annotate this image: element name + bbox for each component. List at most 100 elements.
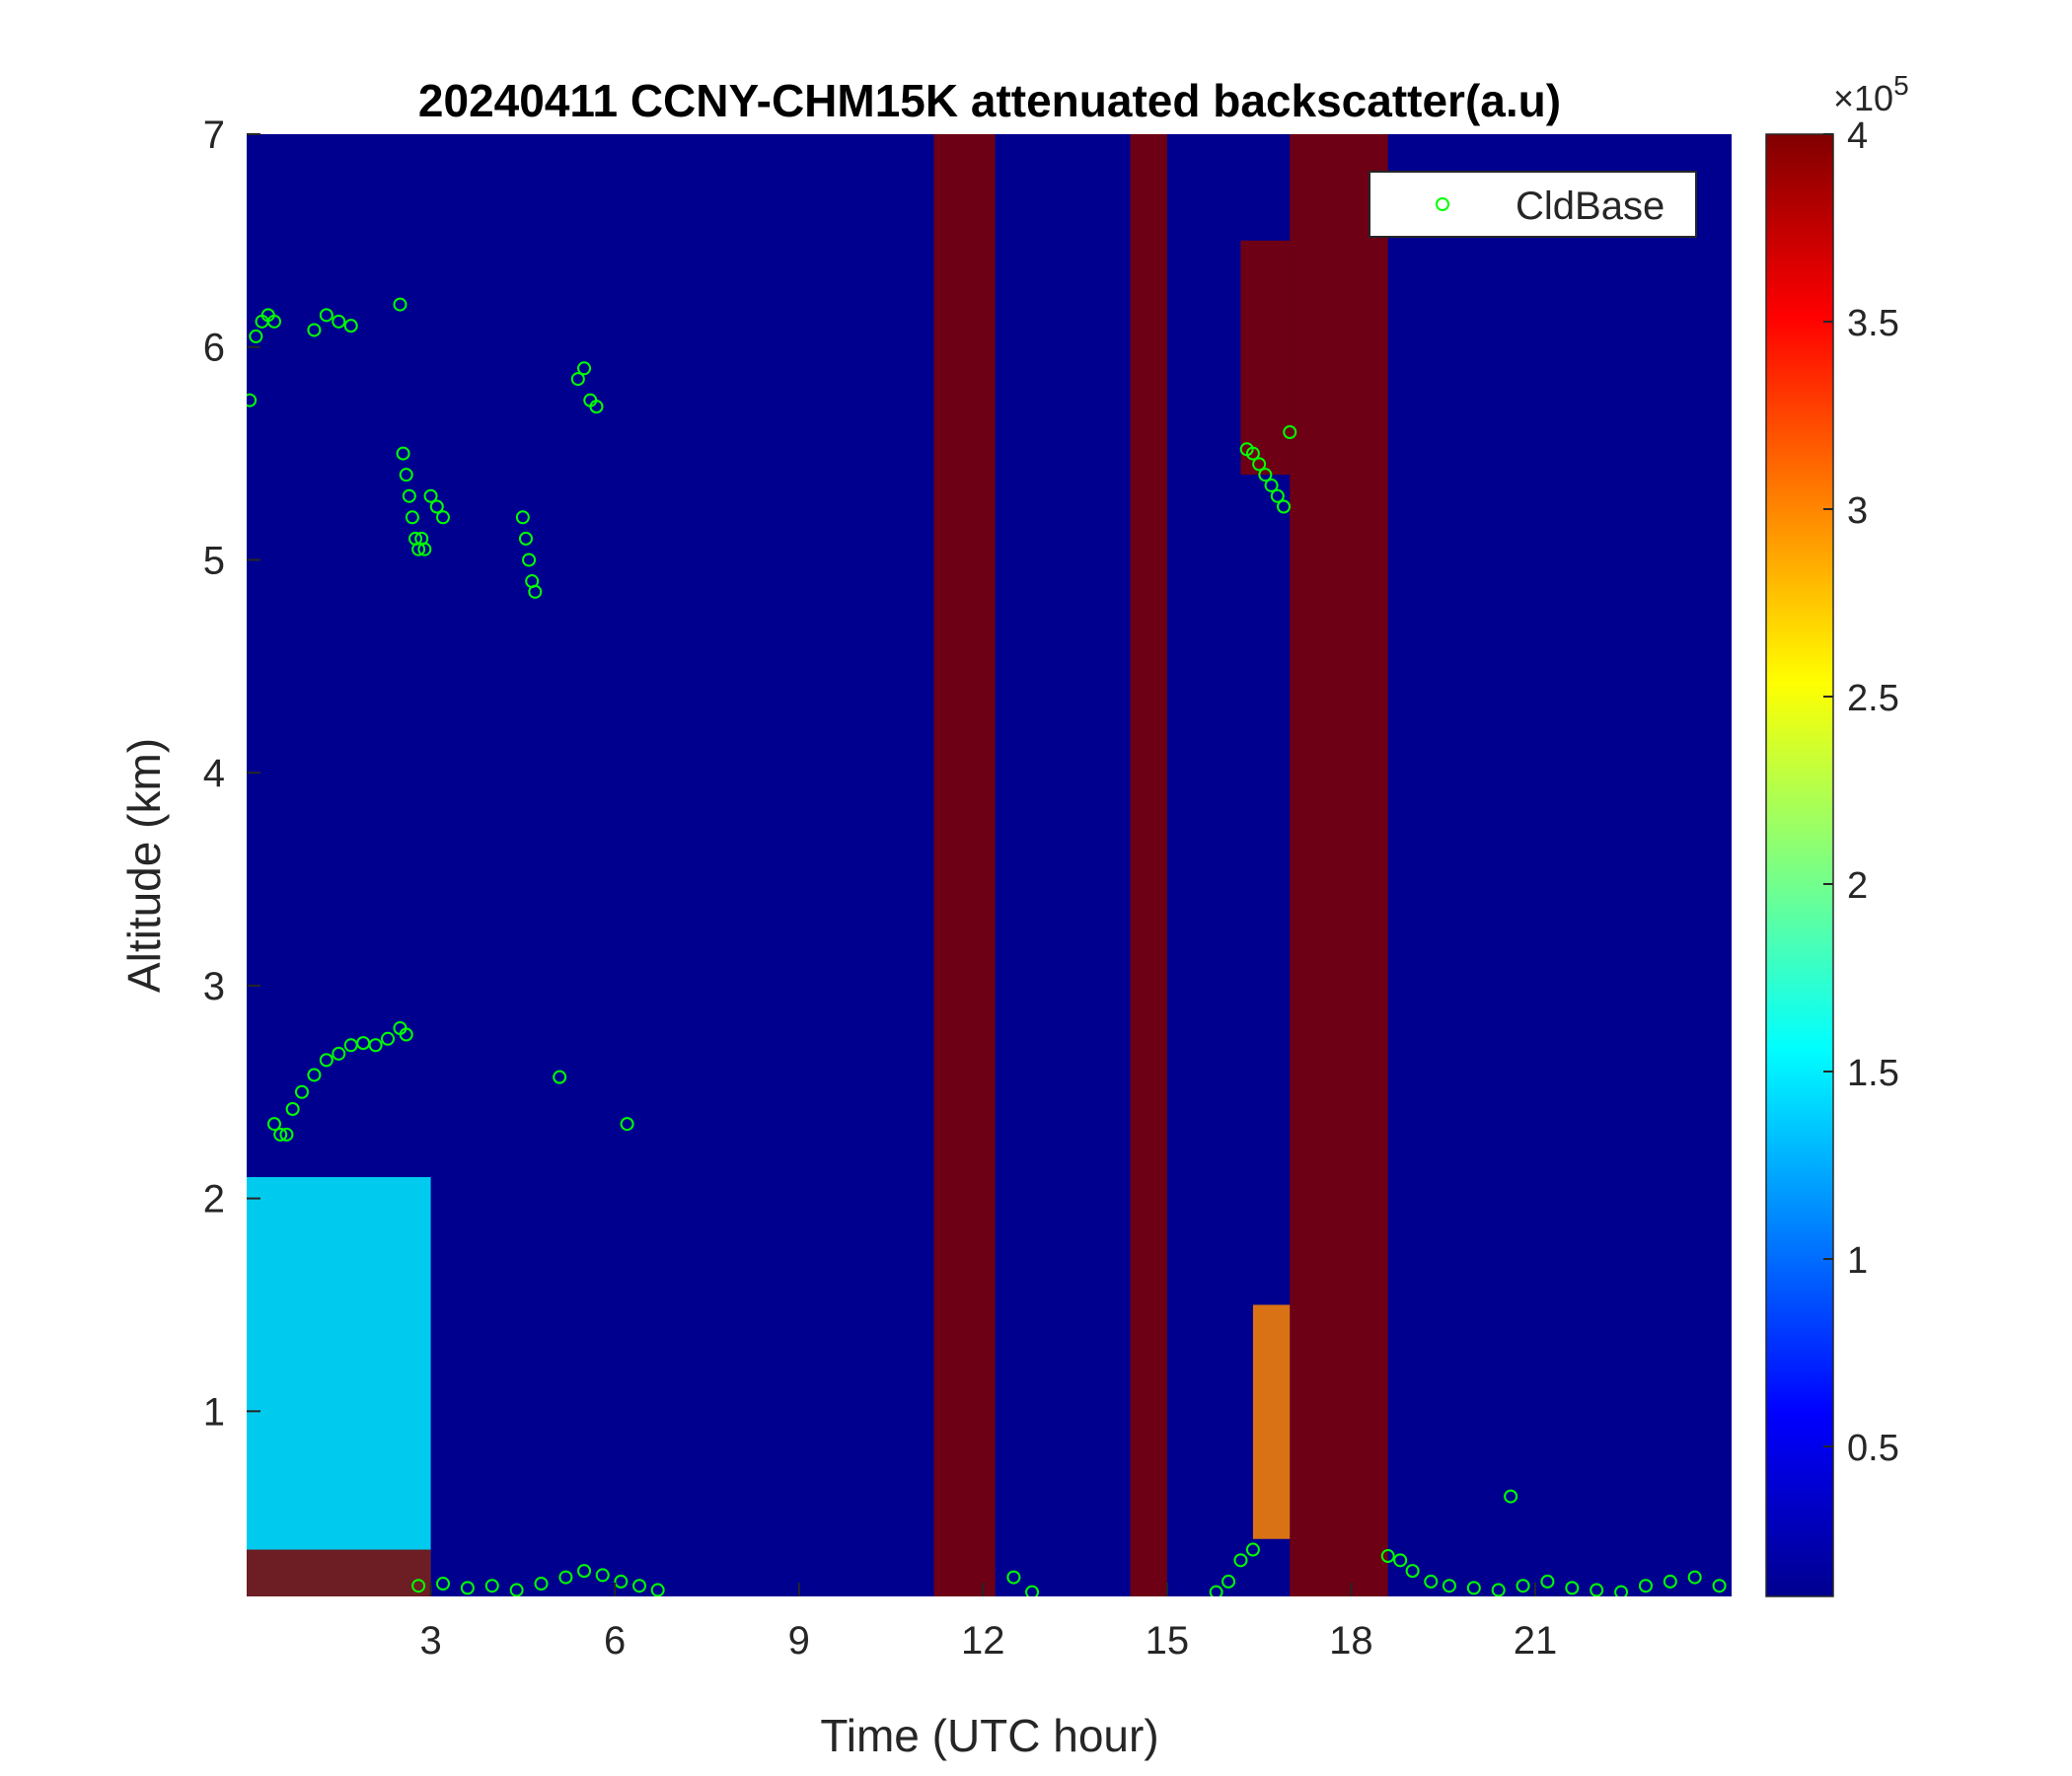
cldbase-point [509, 1583, 524, 1596]
heatmap-region [247, 1177, 431, 1596]
x-tick-label: 9 [788, 1619, 810, 1663]
cldbase-point [249, 329, 263, 343]
cldbase-point [577, 361, 592, 376]
cldbase-point [368, 1038, 383, 1053]
cldbase-point [381, 1031, 396, 1046]
colorbar-exponent-base: ×10 [1833, 78, 1893, 118]
cldbase-point [247, 393, 258, 407]
cldbase-point [332, 314, 346, 329]
cldbase-point [534, 1577, 549, 1591]
cldbase-series [247, 297, 1727, 1596]
cldbase-point [393, 297, 407, 312]
cldbase-point [558, 1570, 573, 1585]
cldbase-point [1283, 425, 1297, 440]
cldbase-point [1663, 1574, 1677, 1589]
cldbase-point [402, 488, 416, 503]
cldbase-point [1025, 1585, 1040, 1596]
cldbase-point [632, 1579, 647, 1593]
cldbase-point [620, 1117, 634, 1132]
cldbase-point [570, 372, 585, 387]
cldbase-point [1504, 1489, 1518, 1504]
y-tick-label: 4 [203, 752, 225, 795]
cldbase-point [1277, 499, 1292, 514]
colorbar-tick-label: 1.5 [1847, 1053, 1899, 1094]
x-tick-label: 21 [1514, 1619, 1558, 1663]
cldbase-point [460, 1581, 475, 1595]
cldbase-point [1590, 1583, 1604, 1596]
chart-title: 20240411 CCNY-CHM15K attenuated backscat… [418, 75, 1561, 126]
cldbase-point [1540, 1574, 1555, 1589]
colorbar-tick-label: 0.5 [1847, 1428, 1899, 1469]
y-tick-label: 7 [203, 113, 225, 157]
colorbar: 0.5 1 1.5 2 2.5 3 3.5 4 ×105 [1765, 70, 1909, 1597]
cldbase-point [332, 1046, 346, 1061]
cldbase-point [1614, 1585, 1629, 1596]
cldbase-point [411, 1579, 426, 1593]
legend: CldBase [1369, 171, 1697, 238]
cldbase-point [1516, 1579, 1530, 1593]
cldbase-point [1209, 1585, 1223, 1596]
colorbar-tick-label: 4 [1847, 115, 1868, 157]
heatmap-region [1252, 1304, 1291, 1539]
colorbar-tick-label: 3.5 [1847, 303, 1899, 344]
cldbase-point [319, 308, 333, 323]
cldbase-point [266, 314, 281, 329]
colorbar-tick-label: 2 [1847, 865, 1868, 907]
cldbase-point [1270, 488, 1285, 503]
plot-area [247, 134, 1732, 1596]
cldbase-point [285, 1102, 300, 1116]
legend-box [1369, 171, 1697, 238]
y-tick-label: 2 [203, 1178, 225, 1221]
cldbase-point [1221, 1574, 1236, 1589]
y-axis: 1 2 3 4 5 6 7 [203, 113, 260, 1434]
y-tick-label: 1 [203, 1390, 225, 1434]
cldbase-point [577, 1564, 592, 1579]
cldbase-point [1258, 468, 1273, 482]
cldbase-point [279, 1127, 294, 1142]
cldbase-point [518, 531, 533, 546]
cldbase-point [650, 1583, 665, 1596]
heatmap [247, 134, 1388, 1596]
heatmap-region [933, 134, 996, 1596]
cldbase-point [1380, 1549, 1395, 1564]
cldbase-point [399, 1027, 413, 1042]
heatmap-region [1130, 134, 1167, 1596]
cldbase-point [1687, 1570, 1702, 1585]
y-tick-label: 6 [203, 327, 225, 370]
x-axis-label: Time (UTC hour) [820, 1710, 1158, 1761]
legend-label-cldbase: CldBase [1516, 185, 1665, 228]
x-axis: 3 6 9 12 15 18 21 [419, 1583, 1557, 1663]
cldbase-point [1405, 1564, 1420, 1579]
colorbar-tick-label: 1 [1847, 1240, 1868, 1282]
cldbase-point [1466, 1581, 1481, 1595]
cldbase-point [307, 1068, 322, 1082]
cldbase-point [1442, 1579, 1456, 1593]
cldbase-point [1565, 1581, 1580, 1595]
cldbase-point [1424, 1574, 1439, 1589]
cldbase-point [423, 488, 438, 503]
colorbar-ticks: 0.5 1 1.5 2 2.5 3 3.5 4 [1823, 115, 1899, 1469]
cldbase-point [1245, 1542, 1260, 1557]
x-tick-label: 18 [1329, 1619, 1373, 1663]
cldbase-point [1491, 1583, 1506, 1596]
cldbase-point [1245, 446, 1260, 461]
heatmap-region [1240, 240, 1291, 476]
cldbase-point [1233, 1553, 1248, 1568]
cldbase-point [405, 510, 419, 525]
cldbase-point [1638, 1579, 1653, 1593]
y-tick-label: 3 [203, 965, 225, 1008]
colorbar-tick-label: 2.5 [1847, 678, 1899, 719]
cldbase-point [396, 446, 410, 461]
cldbase-point [1252, 457, 1267, 472]
legend-marker-cldbase [1436, 197, 1449, 211]
x-tick-label: 3 [419, 1619, 441, 1663]
cldbase-point [436, 510, 451, 525]
cldbase-point [1264, 478, 1279, 492]
y-tick-label: 5 [203, 539, 225, 582]
cldbase-point [484, 1579, 499, 1593]
cldbase-point [522, 553, 537, 567]
y-axis-label: Altitude (km) [118, 738, 170, 993]
cldbase-point [399, 468, 413, 482]
cldbase-point [417, 542, 432, 556]
